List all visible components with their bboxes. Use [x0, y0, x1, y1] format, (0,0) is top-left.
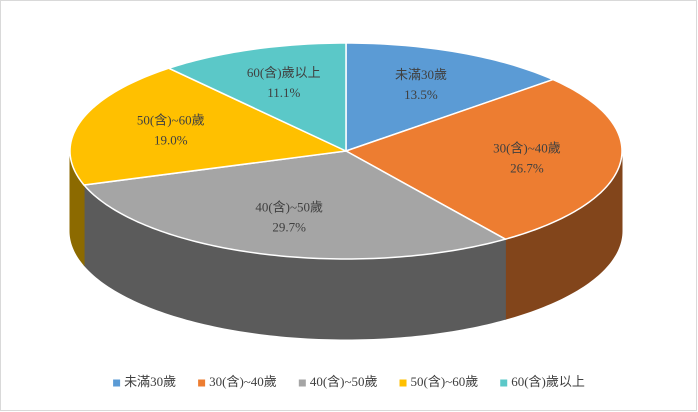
slice-value-label: 29.7% [272, 220, 306, 235]
legend: 未滿30歲 30(含)~40歲 40(含)~50歲 50(含)~60歲 60(含)歲以上 [113, 374, 585, 389]
legend-swatch [198, 379, 206, 387]
pie-slice [82, 150, 508, 260]
legend-label: 30(含)~40歲 [209, 374, 277, 389]
slice-category-label: 50(含)~60歲 [137, 113, 205, 128]
legend-label: 50(含)~60歲 [411, 374, 479, 389]
pie-slice [344, 78, 623, 240]
pie-slice [345, 42, 556, 153]
slice-category-label: 40(含)~50歲 [255, 200, 323, 215]
slice-value-label: 26.7% [510, 160, 544, 175]
slice-value-label: 13.5% [404, 87, 438, 102]
slice-category-label: 未滿30歲 [395, 67, 447, 82]
legend-swatch [399, 379, 407, 387]
legend-label: 40(含)~50歲 [310, 374, 378, 389]
slice-category-label: 30(含)~40歲 [493, 140, 561, 155]
slice-category-label: 60(含)歲以上 [247, 65, 321, 80]
slice-value-label: 19.0% [154, 133, 188, 148]
legend-swatch [298, 379, 306, 387]
legend-swatch [113, 379, 121, 387]
slice-value-label: 11.1% [267, 85, 300, 100]
pie-slice [69, 67, 349, 186]
legend-label: 60(含)歲以上 [511, 374, 585, 389]
legend-swatch [500, 379, 508, 387]
legend-label: 未滿30歲 [124, 374, 176, 389]
pie-slice [166, 42, 347, 153]
